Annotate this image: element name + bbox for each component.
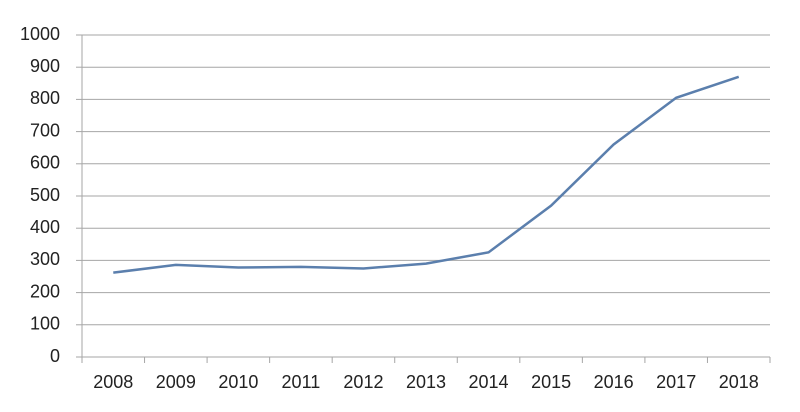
x-tick-label: 2009 xyxy=(156,372,196,392)
y-tick-label: 800 xyxy=(30,88,60,108)
y-tick-label: 100 xyxy=(30,314,60,334)
y-tick-label: 700 xyxy=(30,120,60,140)
y-tick-label: 0 xyxy=(50,346,60,366)
x-tick-label: 2010 xyxy=(218,372,258,392)
x-tick-label: 2015 xyxy=(531,372,571,392)
y-tick-label: 1000 xyxy=(20,24,60,44)
x-tick-label: 2013 xyxy=(406,372,446,392)
x-tick-label: 2012 xyxy=(343,372,383,392)
x-tick-label: 2011 xyxy=(282,372,321,392)
y-tick-label: 500 xyxy=(30,185,60,205)
y-tick-label: 400 xyxy=(30,217,60,237)
x-tick-label: 2017 xyxy=(656,372,696,392)
y-tick-label: 600 xyxy=(30,153,60,173)
y-tick-label: 300 xyxy=(30,249,60,269)
x-tick-label: 2014 xyxy=(469,372,509,392)
y-tick-label: 200 xyxy=(30,281,60,301)
y-tick-label: 900 xyxy=(30,56,60,76)
x-tick-label: 2016 xyxy=(594,372,634,392)
x-tick-label: 2018 xyxy=(719,372,759,392)
line xyxy=(113,75,740,274)
x-tick-label: 2008 xyxy=(93,372,133,392)
